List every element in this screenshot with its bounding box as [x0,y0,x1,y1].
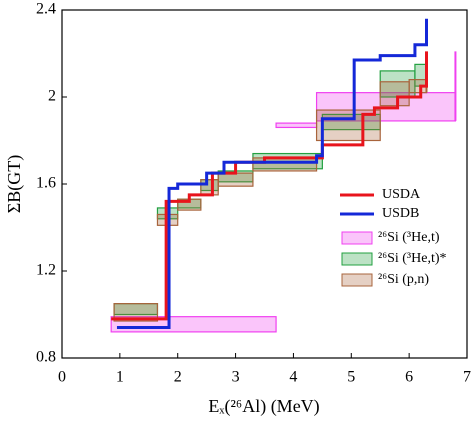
x-tick-label: 4 [289,369,297,386]
y-tick-label: 2 [48,88,56,105]
y-tick-label: 1.2 [36,262,56,279]
x-tick-label: 6 [405,369,413,386]
step-line [111,51,428,321]
legend-label: USDB [382,206,419,221]
band-segment [275,122,318,129]
legend-swatch [341,273,373,287]
x-tick-label: 1 [116,369,124,386]
legend-swatch [341,231,373,245]
x-tick-label: 5 [347,369,355,386]
y-tick-label: 1.6 [36,175,56,192]
band-segment [200,179,219,196]
x-tick-label: 2 [174,369,182,386]
band-segment [379,81,410,107]
x-tick-label: 0 [58,369,66,386]
legend-label: ²⁶Si (p,n) [378,272,429,287]
x-axis-label: Eₓ(²⁶Al) (MeV) [208,396,319,417]
band-segment [252,157,318,172]
legend-label: USDA [382,187,421,202]
x-tick-label: 3 [232,369,240,386]
legend-swatch [341,252,373,266]
y-tick-label: 0.8 [36,349,56,366]
step-line [116,18,428,330]
y-axis-label: ΣB(GT) [4,155,25,213]
legend-label: ²⁶Si (³He,t) [378,230,440,245]
x-tick-label: 7 [463,369,471,386]
legend-label: ²⁶Si (³He,t)* [378,251,447,266]
band-segment [217,172,254,187]
band-segment [113,303,159,322]
y-tick-label: 2.4 [36,1,56,18]
